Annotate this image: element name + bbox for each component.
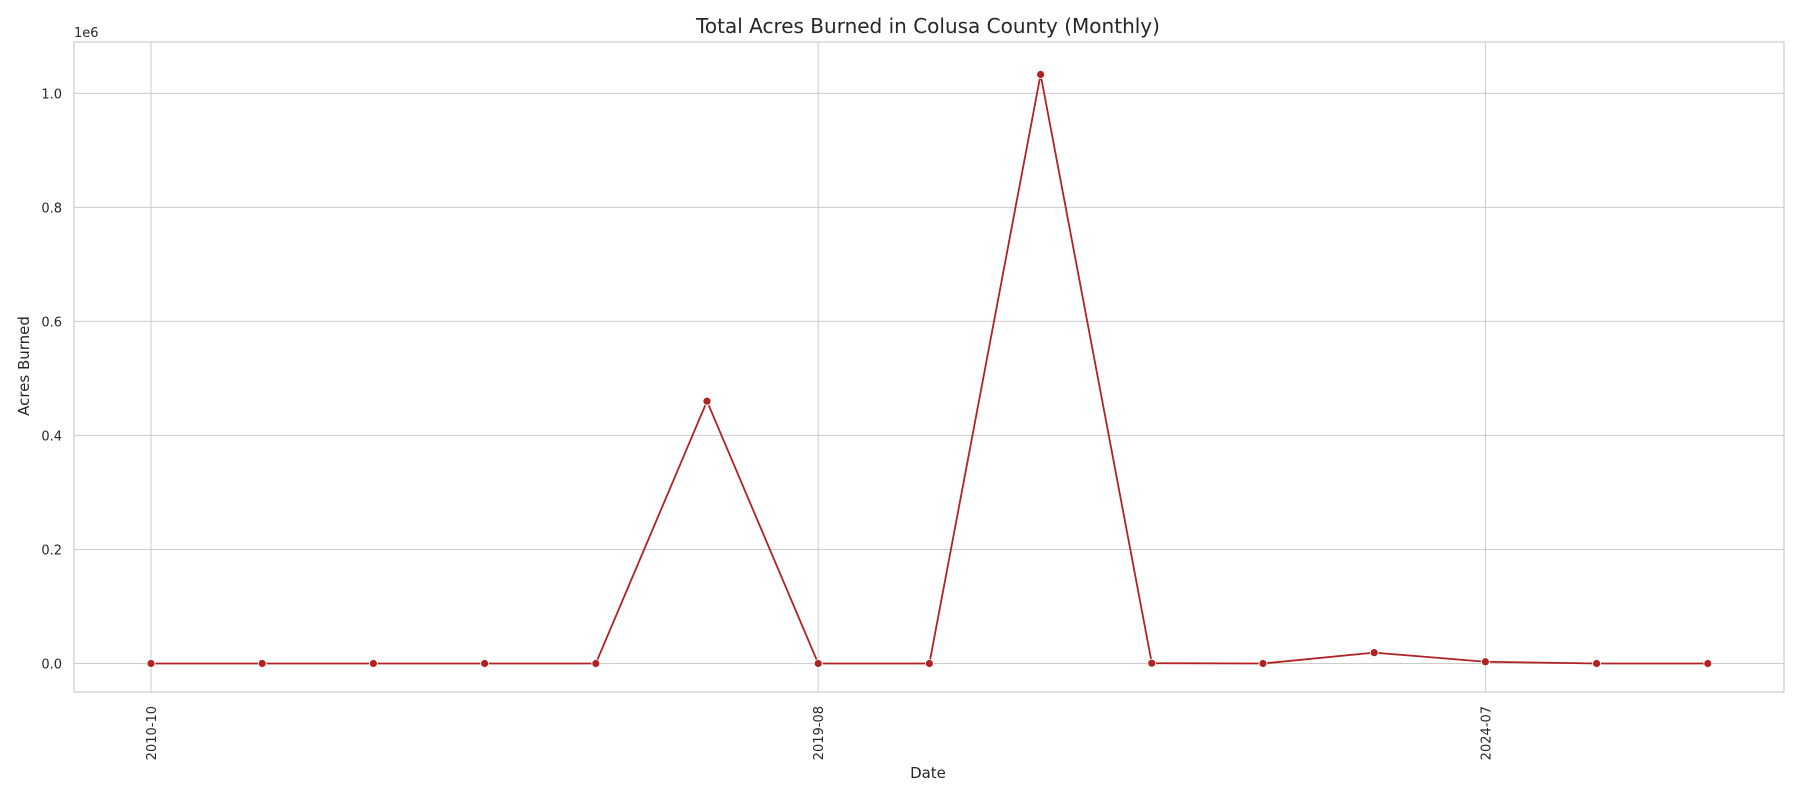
x-axis-title: Date (910, 764, 946, 782)
y-tick-label: 0.2 (41, 543, 62, 558)
data-point (1369, 648, 1379, 658)
x-tick-label: 2010-10 (145, 706, 160, 760)
data-point (1703, 659, 1713, 668)
data-point (591, 659, 601, 668)
data-point (257, 659, 267, 668)
data-point (1481, 657, 1490, 667)
plot-frame (73, 41, 1785, 693)
data-point (1258, 659, 1268, 668)
data-point (1592, 659, 1601, 668)
series-layer (151, 73, 1708, 665)
points-layer (146, 70, 1713, 668)
series-line (151, 73, 1708, 665)
data-point (368, 659, 378, 668)
data-point (925, 659, 934, 668)
data-point (1036, 70, 1045, 79)
y-offset-label: 1e6 (74, 26, 99, 41)
data-point (1147, 658, 1157, 668)
y-tick-label: 0.8 (41, 201, 62, 216)
y-tick-label: 0.0 (41, 657, 62, 672)
y-tick-label: 0.4 (41, 429, 62, 444)
data-point (146, 659, 156, 668)
grid (74, 42, 1784, 692)
data-point (813, 659, 823, 668)
y-axis-title: Acres Burned (15, 316, 33, 416)
y-tick-label: 0.6 (41, 315, 62, 330)
chart-title: Total Acres Burned in Colusa County (Mon… (695, 14, 1160, 38)
data-point (480, 659, 490, 668)
x-axis-ticks: 2010-10 2019-08 2024-07 (145, 706, 1494, 760)
y-axis-ticks: 0.0 0.2 0.4 0.6 0.8 1.0 (41, 87, 62, 672)
y-tick-label: 1.0 (41, 87, 62, 102)
data-point (702, 396, 712, 406)
x-tick-label: 2024-07 (1479, 706, 1494, 760)
x-tick-label: 2019-08 (812, 706, 827, 760)
